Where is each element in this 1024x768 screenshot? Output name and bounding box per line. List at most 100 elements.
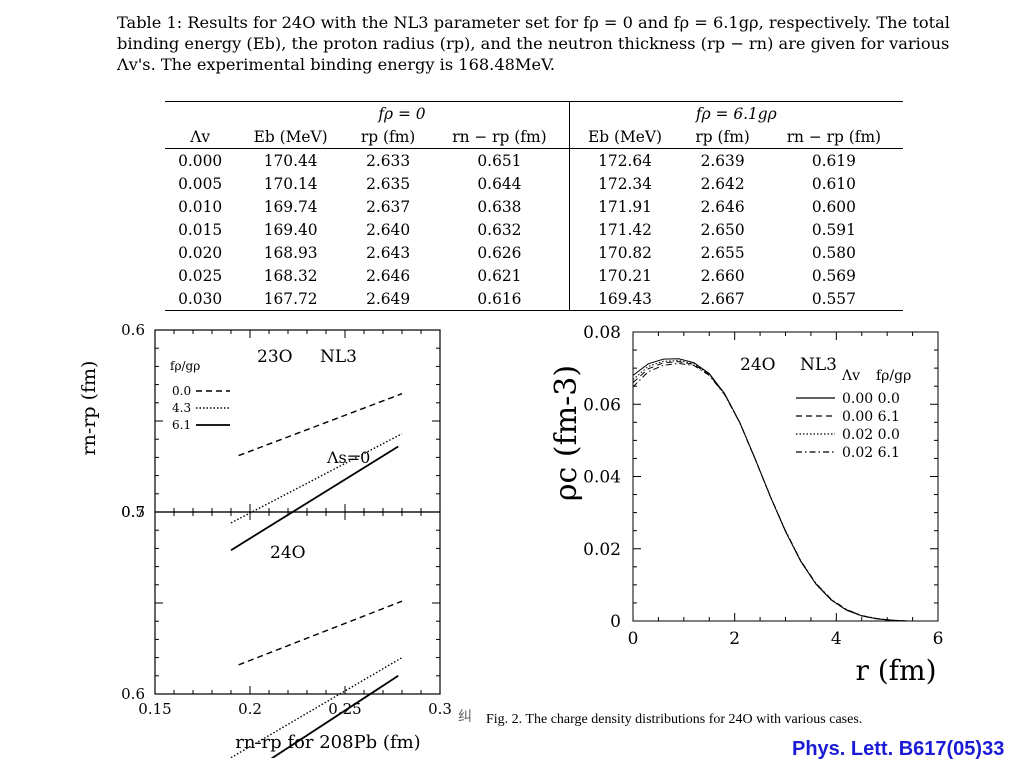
- table-cell: 0.025: [178, 266, 223, 285]
- y-tick-label: 0: [610, 612, 621, 632]
- table-cell: 2.646: [366, 266, 411, 285]
- x-tick-label: 4: [831, 629, 842, 649]
- annotation-lambda-s: Λs=0: [326, 448, 370, 467]
- column-header: rn − rp (fm): [786, 127, 882, 146]
- table-cell: 168.32: [263, 266, 318, 285]
- table-row: 0.005 170.14 2.635 0.644 172.34 2.642 0.610: [165, 172, 903, 195]
- y-tick-label: 0.04: [583, 468, 621, 488]
- column-header: Eb (MeV): [253, 127, 328, 146]
- stray-glyph: 纠: [458, 709, 472, 725]
- results-table: fρ = 0 fρ = 6.1gρ Λv Eb (MeV) rp (fm) rn − …: [165, 101, 903, 311]
- x-tick-label: 2: [729, 629, 740, 649]
- table-cell: 0.591: [811, 220, 856, 239]
- figure-caption: Fig. 2. The charge density distributions…: [486, 712, 863, 727]
- table-corner: [165, 102, 235, 126]
- table-cell: 0.569: [811, 266, 856, 285]
- table-cell: 2.660: [700, 266, 745, 285]
- table-row: 0.000 170.44 2.633 0.651 172.64 2.639 0.619: [165, 148, 903, 172]
- x-tick-label: 0.2: [238, 700, 262, 718]
- table-cell: 169.43: [569, 287, 681, 311]
- table-cell: 0.638: [430, 195, 570, 218]
- table-cell: 0.644: [430, 172, 570, 195]
- table-cell: 0.632: [430, 218, 570, 241]
- table-cell: 170.82: [598, 243, 652, 262]
- series-line: [238, 600, 403, 666]
- table-cell: 2.640: [366, 220, 411, 239]
- table-cell: 2.655: [700, 243, 745, 262]
- table-row: 0.020 168.93 2.643 0.626 170.82 2.655 0.580: [165, 241, 903, 264]
- table-cell: 0.616: [430, 287, 570, 311]
- table-cell: 0.610: [811, 174, 856, 193]
- series-line: [230, 433, 403, 524]
- table-cell: 0.600: [811, 197, 856, 216]
- table-cell: 170.14: [263, 174, 318, 193]
- table-row: 0.010 169.74 2.637 0.638 171.91 2.646 0.600: [165, 195, 903, 218]
- x-axis-label: rn-rp for 208Pb (fm): [235, 732, 420, 753]
- column-header: Eb (MeV): [588, 127, 663, 146]
- table-cell: 0.557: [764, 287, 903, 311]
- table-cell: 167.72: [235, 287, 346, 311]
- table-cell: 170.21: [598, 266, 652, 285]
- plot-frame: [154, 329, 441, 513]
- table-cell: 0.580: [811, 243, 856, 262]
- legend-header: Λv: [841, 368, 860, 384]
- legend-label: 4.3: [172, 401, 191, 415]
- y-axis-label: ρc (fm-3): [549, 365, 584, 501]
- table-cell: 2.637: [366, 197, 411, 216]
- table-cell: 171.42: [598, 220, 652, 239]
- table-cell: 2.646: [700, 197, 745, 216]
- table-cell: 0.621: [430, 264, 570, 287]
- table-row: 0.030 167.72 2.649 0.616 169.43 2.667 0.557: [165, 287, 903, 311]
- table-cell: 0.010: [178, 197, 223, 216]
- table-cell: 2.639: [700, 151, 745, 170]
- y-tick-label: 0.08: [583, 323, 621, 343]
- table-cell: 170.44: [263, 151, 318, 170]
- table-cell: 0.015: [178, 220, 223, 239]
- table-cell: 0.030: [165, 287, 236, 311]
- group-header-f61: fρ = 6.1gρ: [695, 104, 777, 123]
- table-cell: 169.40: [263, 220, 318, 239]
- table-cell: 172.34: [598, 174, 652, 193]
- y-tick-label: 0.5: [121, 503, 145, 521]
- series-line: [238, 393, 403, 457]
- table-cell: 2.635: [366, 174, 411, 193]
- table-cell: 171.91: [598, 197, 652, 216]
- legend-label: 0.02 6.1: [842, 445, 900, 461]
- series-line: [632, 361, 908, 622]
- column-header: rp (fm): [360, 127, 416, 146]
- table-cell: 2.642: [700, 174, 745, 193]
- table-cell: 2.667: [680, 287, 765, 311]
- legend-label: 6.1: [172, 418, 191, 432]
- table-caption: Table 1: Results for 24O with the NL3 pa…: [117, 13, 950, 74]
- series-line: [632, 362, 908, 622]
- column-header: Λv: [190, 127, 211, 146]
- table-cell: 168.93: [263, 243, 318, 262]
- y-tick-label: 0.02: [583, 540, 621, 560]
- x-axis-label: r (fm): [855, 654, 936, 687]
- neutron-skin-figure: 0.5 0.6 23O NL3 Λs=0 fρ/gρ 0.0 4.3 6.1 0.6 0.7 0.1…: [78, 321, 452, 758]
- table-row: 0.015 169.40 2.640 0.632 171.42 2.650 0.591: [165, 218, 903, 241]
- table-cell: 0.651: [430, 148, 570, 172]
- y-tick-label: 0.06: [583, 395, 621, 415]
- annotation-23O: 23O: [257, 347, 293, 367]
- y-axis-label: rn-rp (fm): [78, 361, 100, 456]
- y-tick-label: 0.6: [121, 685, 145, 703]
- legend-title: fρ/gρ: [170, 359, 200, 373]
- table-row: 0.025 168.32 2.646 0.621 170.21 2.660 0.569: [165, 264, 903, 287]
- annotation-NL3: NL3: [800, 355, 837, 375]
- panel-23O: 0.5 0.6 23O NL3 Λs=0 fρ/gρ 0.0 4.3 6.1: [121, 321, 441, 551]
- table-cell: 169.74: [263, 197, 318, 216]
- y-tick-label: 0.7: [121, 503, 145, 521]
- x-tick-label: 0: [628, 629, 639, 649]
- table-cell: 0.619: [811, 151, 856, 170]
- column-header: rp (fm): [695, 127, 750, 146]
- table-cell: 0.626: [430, 241, 570, 264]
- legend-label: 0.0: [172, 384, 191, 398]
- series-line: [230, 656, 403, 758]
- table-cell: 2.633: [366, 151, 411, 170]
- group-header-f0: fρ = 0: [235, 101, 570, 125]
- series-line: [230, 445, 399, 551]
- x-tick-label: 6: [933, 629, 944, 649]
